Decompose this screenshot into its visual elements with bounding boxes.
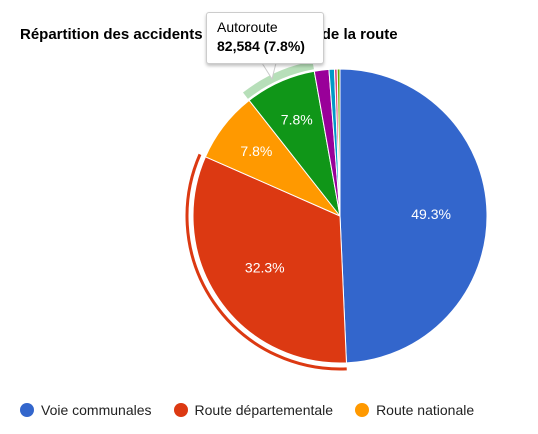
slice-highlight-autoroute (242, 61, 314, 99)
slice-voie-communales[interactable] (339, 68, 488, 364)
slice-label-route-nationale: 7.8% (240, 143, 272, 159)
legend: Voie communales Route départementale Rou… (20, 402, 496, 418)
slice-label-route-departementale: 32.3% (245, 259, 285, 275)
legend-label: Route nationale (376, 402, 475, 418)
tooltip: Autoroute 82,584 (7.8%) (206, 12, 324, 64)
legend-dot-icon (355, 403, 370, 417)
slice-route-departementale[interactable] (192, 156, 347, 364)
slice-selection-ring-route-departementale (185, 153, 347, 371)
legend-dot-icon (20, 403, 34, 417)
slice-label-voie-communales: 49.3% (411, 206, 451, 222)
legend-label: Route départementale (194, 402, 334, 418)
legend-label: Voie communales (41, 402, 152, 418)
slice-label-autoroute: 7.8% (281, 111, 313, 127)
tooltip-name: Autoroute (217, 19, 278, 35)
legend-item-voie-communales[interactable]: Voie communales (20, 402, 152, 418)
tooltip-tail (262, 63, 277, 81)
tooltip-value: 82,584 (7.8%) (217, 38, 305, 54)
legend-dot-icon (173, 403, 188, 417)
legend-item-route-departementale[interactable]: Route départementale (173, 402, 334, 418)
legend-item-route-nationale[interactable]: Route nationale (355, 402, 474, 418)
slice-other-7[interactable] (336, 68, 341, 217)
